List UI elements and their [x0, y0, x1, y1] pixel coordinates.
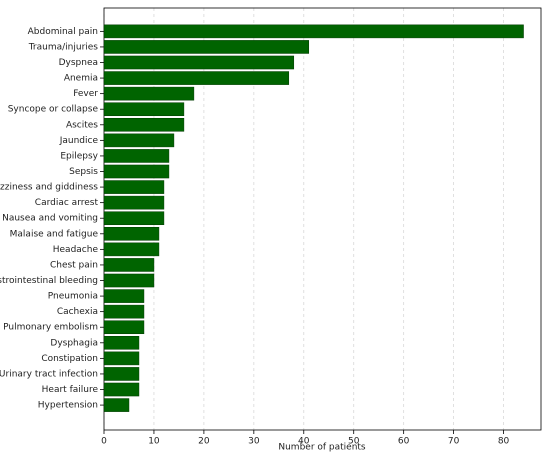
- y-tick-label: Pneumonia: [48, 292, 98, 302]
- y-tick-label: Cachexia: [57, 307, 98, 317]
- bar: [103, 320, 145, 335]
- bar: [103, 40, 310, 54]
- bar: [103, 304, 145, 319]
- bar: [103, 86, 195, 101]
- bar: [103, 164, 170, 179]
- bar: [103, 289, 145, 303]
- y-tick-label: Dyspnea: [59, 58, 98, 68]
- bar: [103, 102, 185, 117]
- bar: [103, 351, 140, 366]
- x-tick-label: 70: [448, 437, 460, 447]
- bar: [103, 227, 160, 241]
- x-tick-label: 0: [101, 437, 107, 447]
- x-tick-label: 60: [398, 437, 410, 447]
- y-tick-label: Nausea and vomiting: [2, 214, 98, 224]
- y-tick-label: Anemia: [64, 74, 98, 84]
- bar: [103, 258, 155, 272]
- y-tick-label: Sepsis: [69, 167, 98, 177]
- y-tick-label: Urinary tract infection: [0, 369, 98, 379]
- bar: [103, 211, 165, 226]
- y-tick-label: Pulmonary embolism: [3, 323, 98, 333]
- bar: [103, 195, 165, 210]
- y-tick-label: Epilepsy: [60, 151, 98, 161]
- y-tick-label: Dysphagia: [50, 338, 98, 348]
- bar: [103, 24, 524, 39]
- y-tick-label: Trauma/injuries: [28, 42, 99, 52]
- x-tick-label: 20: [198, 437, 210, 447]
- bar: [103, 180, 165, 194]
- y-tick-label: Headache: [53, 245, 99, 255]
- bar: [103, 117, 185, 132]
- y-tick-label: Constipation: [41, 354, 98, 364]
- y-tick-label: Chest pain: [50, 260, 98, 270]
- y-tick-label: Jaundice: [59, 136, 99, 146]
- y-tick-label: Hypertension: [38, 401, 98, 411]
- bar: [103, 133, 175, 148]
- y-tick-label: Fever: [73, 89, 98, 99]
- x-tick-label: 50: [348, 437, 360, 447]
- y-tick-label: Syncope or collapse: [8, 105, 99, 115]
- y-tick-label: Cardiac arrest: [35, 198, 99, 208]
- y-tick-label: Abdominal pain: [28, 27, 98, 37]
- bar: [103, 149, 170, 163]
- y-tick-label: Malaise and fatigue: [10, 229, 99, 239]
- x-tick-label: 30: [248, 437, 260, 447]
- x-tick-label: 80: [498, 437, 510, 447]
- x-axis-label: Number of patients: [278, 443, 366, 453]
- y-tick-label: Heart failure: [42, 385, 99, 395]
- y-tick-label: Dizziness and giddiness: [0, 183, 98, 193]
- bar: [103, 273, 155, 288]
- bar: [103, 398, 130, 412]
- y-tick-label: Gastrointestinal bleeding: [0, 276, 98, 286]
- bar: [103, 382, 140, 397]
- bar: [103, 336, 140, 350]
- bar: [103, 242, 160, 257]
- bar: [103, 71, 290, 85]
- bar: [103, 367, 140, 381]
- bar: [103, 55, 295, 70]
- y-tick-label: Ascites: [66, 120, 98, 130]
- x-tick-label: 40: [298, 437, 310, 447]
- x-tick-label: 10: [148, 437, 160, 447]
